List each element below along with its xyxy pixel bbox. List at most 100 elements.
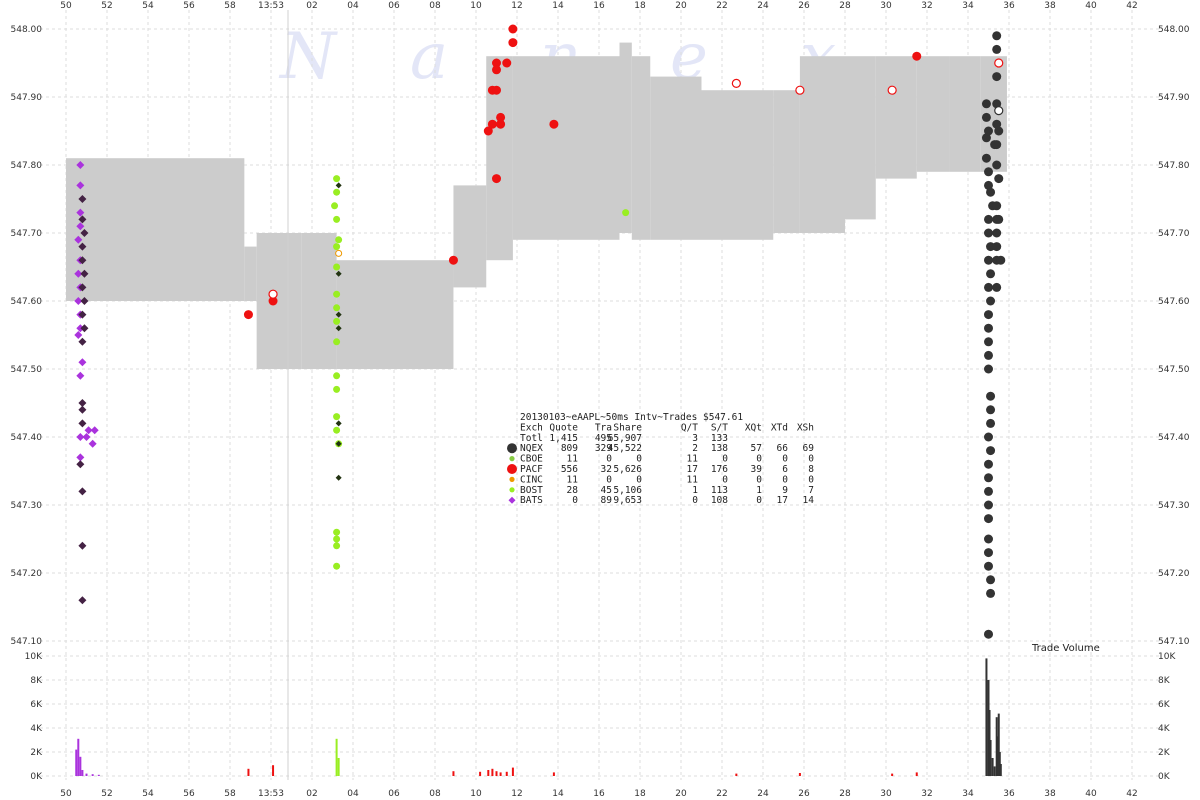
x-tick-label-top: 20 (675, 1, 687, 11)
y-tick-label-right: 547.70 (1158, 229, 1190, 239)
legend-row-cell: 329 (595, 443, 612, 454)
trade-point-nqex (992, 160, 1002, 170)
trade-point-nqex (984, 255, 993, 265)
volume-bar (988, 710, 991, 776)
trade-point-nqex (996, 255, 1006, 265)
legend-row-cell: 9 (782, 485, 788, 496)
legend-row-cell: 0 (756, 454, 762, 465)
trade-point-bats (74, 331, 83, 339)
volume-bar (995, 717, 998, 776)
y-tick-label-right: 547.80 (1158, 161, 1190, 171)
y-tick-label-right: 547.40 (1158, 433, 1190, 443)
trade-point-bost (335, 311, 342, 318)
x-tick-label-top: 04 (347, 1, 359, 11)
trade-point-nqex (994, 214, 1004, 224)
trade-point-bats (80, 297, 89, 305)
y-tick-label-right: 547.90 (1158, 93, 1190, 103)
trade-point-bats (74, 235, 83, 244)
legend-row-cell: 11 (567, 454, 579, 465)
trade-point-nqex (990, 140, 1000, 150)
trade-point-bost (333, 413, 341, 421)
trade-point-nqex (994, 126, 1004, 136)
x-tick-label-top: 54 (142, 1, 154, 11)
trade-point-nqex (984, 310, 993, 320)
trade-point-bost (335, 420, 342, 427)
trade-point-bost (333, 528, 341, 536)
x-tick-label-bottom: 02 (306, 789, 317, 799)
x-tick-label-bottom: 16 (593, 789, 605, 799)
trade-point-nqex (984, 459, 993, 469)
legend-row-cell: 5,626 (613, 464, 642, 475)
volume-tick-label-left: 0K (30, 772, 43, 782)
legend-title: 20130103~eAAPL~50ms Intv~Trades $547.61 (520, 412, 743, 423)
trade-point-nqex (992, 72, 1002, 82)
legend-header-cell: Quote (549, 422, 578, 433)
trade-points (74, 24, 1006, 639)
x-tick-label-bottom: 40 (1085, 789, 1097, 799)
x-tick-label-bottom: 56 (183, 789, 195, 799)
x-tick-label-top: 42 (1126, 1, 1137, 11)
trade-point-bats (80, 229, 89, 237)
legend-header-cell: XQt (745, 422, 762, 433)
y-tick-label-left: 547.10 (11, 637, 43, 647)
trade-point-bost (335, 236, 343, 244)
quote-band-segment (631, 56, 651, 240)
legend-total-cell: 1,415 (549, 433, 578, 444)
trade-point-bats (74, 297, 83, 305)
y-tick-label-left: 547.60 (11, 297, 43, 307)
trade-point-bost (335, 325, 342, 332)
trade-point-bats (82, 433, 91, 441)
legend-header-cell: S/T (711, 422, 728, 433)
x-tick-label-top: 38 (1044, 1, 1056, 11)
trade-point-nqex (984, 323, 993, 333)
x-tick-label-top: 18 (634, 1, 646, 11)
x-tick-label-top: 24 (757, 1, 769, 11)
volume-tick-label-right: 6K (1158, 700, 1171, 710)
trade-point-pacf (487, 119, 497, 129)
volume-tick-label-right: 4K (1158, 724, 1171, 734)
trade-point-bost (333, 175, 341, 183)
legend-row-cell: 0 (782, 474, 788, 485)
x-tick-label-bottom: 20 (675, 789, 687, 799)
x-tick-label-bottom: 13:53 (258, 789, 284, 799)
trade-point-bats (76, 161, 85, 169)
x-tick-label-top: 50 (60, 1, 72, 11)
trade-point-bost (333, 542, 341, 550)
legend: 20130103~eAAPL~50ms Intv~Trades $547.61E… (507, 412, 814, 506)
volume-bar (511, 767, 514, 776)
trade-point-nqex (986, 446, 996, 456)
volume-bar (999, 764, 1002, 776)
volume-tick-label-left: 8K (30, 676, 43, 686)
legend-header-cell: XSh (797, 422, 814, 433)
volume-bar (337, 758, 340, 776)
volume-bar (997, 713, 1000, 776)
trade-point-bost (333, 304, 341, 312)
volume-tick-label-left: 6K (30, 700, 43, 710)
volume-bar (915, 772, 918, 776)
trade-point-pacf (268, 289, 278, 299)
legend-row-cell: 17 (687, 464, 698, 475)
legend-total-cell: 3 (692, 433, 698, 444)
legend-row-cell: 1 (692, 485, 698, 496)
volume-bar (77, 738, 80, 776)
legend-row-cell: 0 (808, 454, 814, 465)
legend-row-cell: 14 (803, 495, 815, 506)
trade-point-bats (78, 487, 87, 496)
legend-row-cell: 0 (606, 454, 612, 465)
volume-bar (505, 771, 508, 776)
trade-point-bats (78, 195, 87, 203)
trade-point-bats (76, 324, 85, 333)
volume-bar (335, 738, 338, 776)
x-tick-label-top: 10 (470, 1, 482, 11)
legend-row-cell: 556 (561, 464, 578, 475)
trade-point-bost (335, 182, 342, 189)
quote-band (66, 42, 1007, 369)
y-tick-label-right: 547.50 (1158, 365, 1190, 375)
trade-point-nqex (992, 228, 1002, 238)
x-tick-label-bottom: 42 (1126, 789, 1137, 799)
x-tick-label-bottom: 22 (716, 789, 727, 799)
y-tick-label-left: 547.80 (11, 161, 43, 171)
trade-point-bats (90, 426, 99, 435)
volume-bar (491, 768, 494, 776)
trade-point-nqex (984, 214, 993, 224)
